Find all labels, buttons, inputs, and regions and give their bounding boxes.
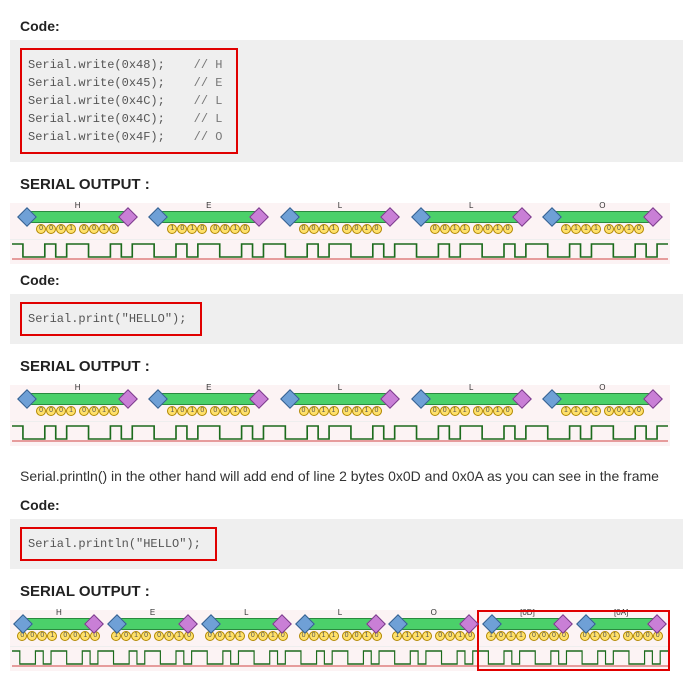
serial-byte: H00010010 bbox=[12, 393, 143, 416]
code-text: Serial.println("HELLO"); bbox=[28, 535, 201, 553]
byte-char-label: L bbox=[469, 383, 473, 392]
serial-byte: H00010010 bbox=[12, 618, 106, 641]
serial-byte: L00110010 bbox=[293, 618, 387, 641]
byte-char-label: L bbox=[338, 383, 342, 392]
serial-byte: L00110010 bbox=[199, 618, 293, 641]
serial-byte: E10100010 bbox=[143, 211, 274, 234]
byte-char-label: O bbox=[431, 608, 437, 617]
serial-byte: E10100010 bbox=[106, 618, 200, 641]
byte-char-label: O bbox=[599, 383, 605, 392]
code-block: Serial.write(0x48); // H Serial.write(0x… bbox=[10, 40, 683, 162]
byte-char-label: L bbox=[244, 608, 248, 617]
byte-char-label: L bbox=[338, 201, 342, 210]
serial-output-heading: SERIAL OUTPUT : bbox=[20, 358, 683, 375]
code-block: Serial.println("HELLO"); bbox=[10, 519, 683, 569]
byte-char-label: L bbox=[338, 608, 342, 617]
byte-char-label: E bbox=[206, 383, 211, 392]
serial-byte: O11110010 bbox=[537, 211, 668, 234]
signal-waveform bbox=[10, 239, 670, 264]
code-text: Serial.print("HELLO"); bbox=[28, 310, 186, 328]
serial-output-diagram: H00010010E10100010L00110010L00110010O111… bbox=[10, 203, 670, 264]
byte-char-label: H bbox=[75, 383, 81, 392]
byte-char-label: E bbox=[206, 201, 211, 210]
code-heading: Code: bbox=[20, 272, 683, 288]
byte-char-label: L bbox=[469, 201, 473, 210]
serial-byte: H00010010 bbox=[12, 211, 143, 234]
byte-char-label: E bbox=[150, 608, 155, 617]
code-heading: Code: bbox=[20, 18, 683, 34]
serial-byte: L00110010 bbox=[406, 211, 537, 234]
byte-char-label: H bbox=[56, 608, 62, 617]
code-text: Serial.write(0x48); // H Serial.write(0x… bbox=[28, 56, 222, 146]
serial-byte: O11110010 bbox=[387, 618, 481, 641]
serial-byte: L00110010 bbox=[406, 393, 537, 416]
serial-byte: L00110010 bbox=[274, 393, 405, 416]
serial-byte: E10100010 bbox=[143, 393, 274, 416]
serial-byte: L00110010 bbox=[274, 211, 405, 234]
serial-output-heading: SERIAL OUTPUT : bbox=[20, 176, 683, 193]
code-heading: Code: bbox=[20, 497, 683, 513]
byte-char-label: H bbox=[75, 201, 81, 210]
signal-waveform bbox=[10, 421, 670, 446]
serial-output-diagram: H00010010E10100010L00110010L00110010O111… bbox=[10, 385, 670, 446]
byte-char-label: O bbox=[599, 201, 605, 210]
serial-output-heading: SERIAL OUTPUT : bbox=[20, 583, 683, 600]
highlight-trailing-bytes bbox=[477, 610, 670, 671]
explanation-paragraph: Serial.println() in the other hand will … bbox=[20, 466, 673, 487]
serial-output-diagram: H00010010E10100010L00110010L00110010O111… bbox=[10, 610, 670, 671]
serial-byte: O11110010 bbox=[537, 393, 668, 416]
code-block: Serial.print("HELLO"); bbox=[10, 294, 683, 344]
